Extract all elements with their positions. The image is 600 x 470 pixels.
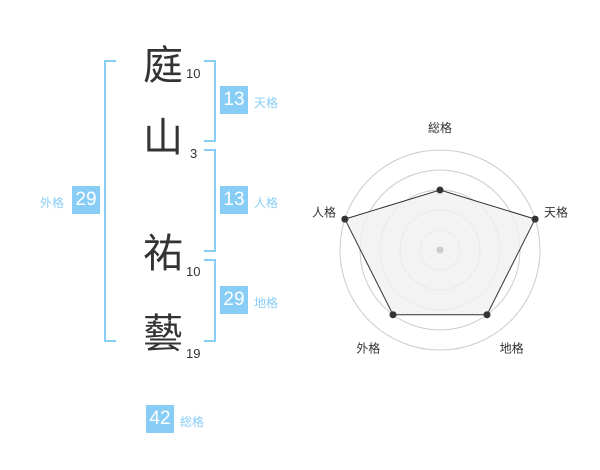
- tenkaku-bracket: [204, 60, 216, 142]
- name-char-4: 藝: [143, 311, 183, 357]
- name-char-1: 庭: [143, 43, 183, 89]
- tenkaku-value: 13: [220, 86, 248, 114]
- chikaku-label: 地格: [254, 296, 279, 310]
- stroke-count-2: 3: [190, 146, 198, 161]
- radar-point: [531, 215, 539, 223]
- gaikaku-label: 外格: [40, 196, 65, 210]
- radar-center: [436, 246, 444, 254]
- jinkaku-value: 13: [220, 186, 248, 214]
- axis-label: 人格: [312, 204, 336, 219]
- chikaku-value: 29: [220, 286, 248, 314]
- name-char-3: 祐: [143, 231, 183, 277]
- gaikaku-value: 29: [72, 186, 100, 214]
- radar-point: [389, 311, 397, 319]
- axis-label: 天格: [544, 204, 568, 219]
- stroke-count-3: 10: [186, 264, 201, 279]
- stroke-count-4: 19: [186, 346, 201, 361]
- radar-point: [436, 186, 444, 194]
- axis-label: 外格: [356, 341, 380, 356]
- tenkaku-label: 天格: [254, 96, 279, 110]
- grid-ring: [339, 149, 541, 351]
- soukaku-label: 総格: [180, 415, 205, 429]
- gaikaku-bracket: [104, 60, 116, 342]
- radar-point: [483, 311, 491, 319]
- axis-label: 地格: [500, 341, 524, 356]
- chikaku-bracket: [204, 259, 216, 342]
- jinkaku-label: 人格: [254, 196, 279, 210]
- axis-label: 総格: [428, 120, 452, 135]
- name-char-2: 山: [143, 115, 183, 161]
- radar-point: [341, 215, 349, 223]
- stroke-count-1: 10: [186, 66, 201, 81]
- soukaku-value: 42: [146, 405, 174, 433]
- jinkaku-bracket: [204, 149, 216, 252]
